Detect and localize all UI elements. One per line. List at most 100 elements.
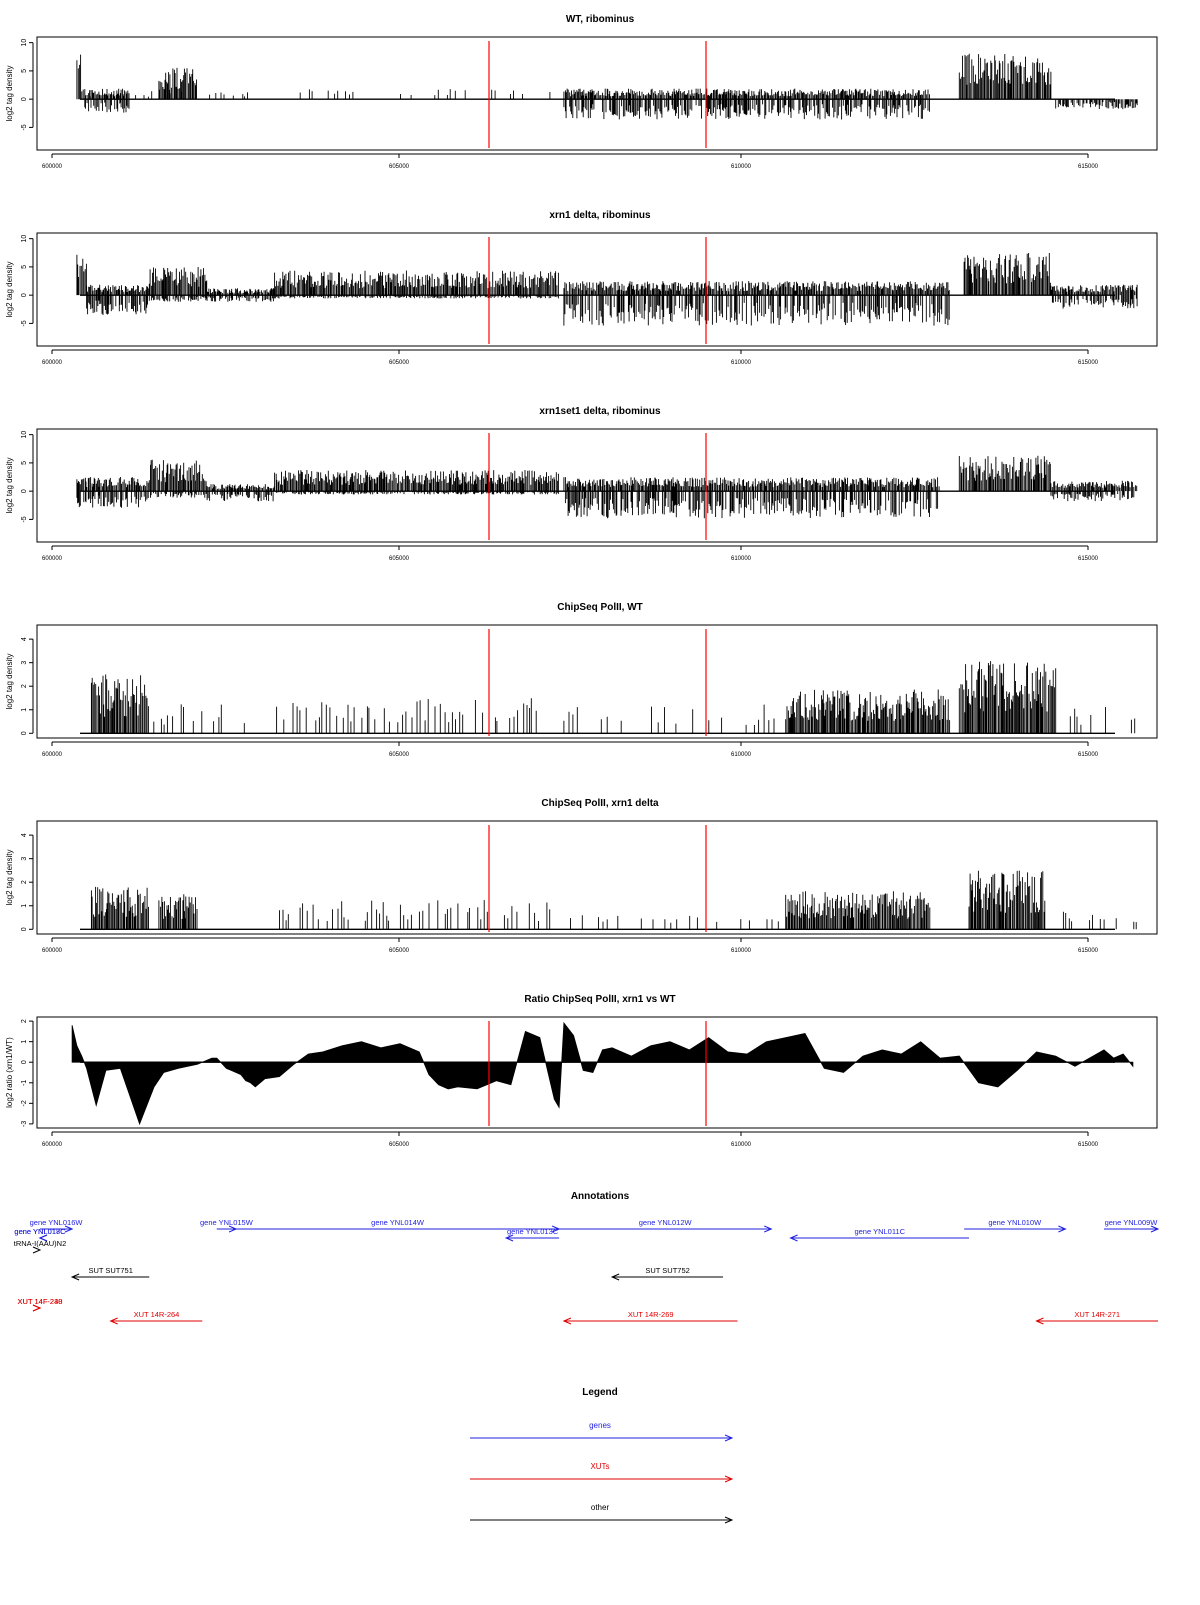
x-axis: 600000 605000 610000 615000 (42, 741, 1099, 758)
feature-arrowhead (109, 1317, 118, 1325)
y-tick-label: -5 (21, 320, 28, 326)
density-bars-series (90, 661, 1136, 734)
legend-label: XUTs (590, 1462, 609, 1471)
feature-label: SUT SUT751 (88, 1266, 132, 1275)
y-tick-label: -3 (21, 1121, 28, 1127)
y-tick-label: 0 (21, 731, 28, 735)
x-tick-label: 605000 (389, 556, 410, 562)
annotations-title: Annotations (571, 1191, 630, 1202)
panel-title: WT, ribominus (566, 14, 635, 25)
feature-arrowhead (70, 1273, 80, 1281)
y-tick-label: 5 (21, 461, 28, 465)
feature-arrowhead (1035, 1317, 1044, 1325)
feature-arrowhead (64, 1225, 74, 1233)
annotation-feature: SUT SUT752 (610, 1266, 724, 1281)
y-tick-label: 10 (21, 235, 28, 243)
y-axis: -5 0 5 10 (21, 431, 34, 523)
y-tick-label: 5 (21, 265, 28, 269)
feature-arrowhead (1150, 1225, 1160, 1233)
plot-frame (36, 232, 1158, 347)
annotation-feature: XUT 14R-264 (109, 1310, 203, 1325)
panel-title: Ratio ChipSeq PolII, xrn1 vs WT (524, 994, 675, 1005)
feature-label: XUT 14F-238 (18, 1297, 63, 1306)
y-axis: -5 0 5 10 (21, 235, 34, 327)
feature-label: XUT 14R-271 (1074, 1310, 1120, 1319)
x-tick-label: 615000 (1078, 164, 1099, 170)
x-tick-label: 600000 (42, 360, 63, 366)
x-tick-label: 605000 (389, 164, 410, 170)
x-tick-label: 610000 (731, 556, 752, 562)
y-axis: 0 1 2 3 4 (21, 637, 34, 735)
y-tick-label: 5 (21, 69, 28, 73)
y-tick-label: 10 (21, 39, 28, 47)
legend-title: Legend (582, 1387, 618, 1398)
x-tick-label: 615000 (1078, 948, 1099, 954)
x-tick-label: 610000 (731, 1142, 752, 1148)
annotation-feature: tRNA-I(AAU)N2 (14, 1239, 66, 1254)
ratio-area-series (71, 1021, 1134, 1126)
annotation-feature: gene YNL017C (14, 1227, 66, 1242)
y-axis: -5 0 5 10 (21, 39, 34, 131)
legend-arrowhead (724, 1434, 734, 1442)
feature-label: gene YNL018C (14, 1227, 66, 1236)
y-tick-label: -5 (21, 124, 28, 130)
feature-arrowhead (562, 1317, 572, 1325)
x-axis: 600000 605000 610000 615000 (42, 349, 1099, 366)
panel-title: xrn1 delta, ribominus (549, 210, 651, 221)
plot-frame (36, 1016, 1158, 1129)
feature-label: XUT 14R-264 (134, 1310, 180, 1319)
feature-label: XUT 14R-269 (628, 1310, 674, 1319)
y-tick-label: 0 (21, 97, 28, 101)
x-axis: 600000 605000 610000 615000 (42, 153, 1099, 170)
y-tick-label: 1 (21, 708, 28, 712)
x-tick-label: 600000 (42, 1142, 63, 1148)
density-bars-series (76, 53, 1138, 120)
feature-label: XUT 14F-240 (18, 1297, 63, 1306)
feature-arrowhead (504, 1234, 514, 1242)
y-axis: -3 -2 -1 0 1 2 (21, 1019, 34, 1127)
y-axis-label: log2 tag density (5, 261, 14, 317)
panel-title: ChipSeq PolII, WT (557, 602, 643, 613)
y-tick-label: 3 (21, 857, 28, 861)
y-tick-label: 1 (21, 904, 28, 908)
x-tick-label: 605000 (389, 360, 410, 366)
x-tick-label: 600000 (42, 556, 63, 562)
feature-arrowhead (789, 1234, 798, 1242)
annotation-feature: gene YNL013C (504, 1227, 560, 1242)
feature-arrowhead (38, 1234, 48, 1242)
x-tick-label: 600000 (42, 164, 63, 170)
panel-2: xrn1 delta, ribominus log2 tag density -5 0… (5, 210, 1158, 366)
feature-label: gene YNL017C (14, 1227, 66, 1236)
feature-arrowhead (1058, 1225, 1067, 1233)
y-axis-label: log2 tag density (5, 653, 14, 709)
y-tick-label: 10 (21, 431, 28, 439)
legend-item: XUTs (470, 1462, 734, 1483)
density-bars-series (76, 455, 1138, 519)
plot-frame (36, 624, 1158, 739)
y-tick-label: 3 (21, 661, 28, 665)
x-tick-label: 600000 (42, 948, 63, 954)
panel-title: xrn1set1 delta, ribominus (539, 406, 661, 417)
annotation-feature: gene YNL011C (789, 1227, 969, 1242)
feature-label: gene YNL013C (507, 1227, 559, 1236)
x-tick-label: 610000 (731, 948, 752, 954)
annotation-feature: gene YNL015W (200, 1218, 254, 1233)
y-tick-label: 4 (21, 637, 28, 641)
annotation-feature: XUT 14R-269 (562, 1310, 738, 1325)
x-tick-label: 605000 (389, 752, 410, 758)
legend: Legend genes XUTs other (470, 1387, 734, 1524)
annotation-feature: gene YNL010W (964, 1218, 1067, 1233)
y-tick-label: -5 (21, 516, 28, 522)
y-tick-label: 2 (21, 684, 28, 688)
legend-arrowhead (724, 1516, 734, 1524)
y-tick-label: 0 (21, 927, 28, 931)
density-bars-series (90, 870, 1137, 930)
x-axis: 600000 605000 610000 615000 (42, 545, 1099, 562)
x-axis: 600000 605000 610000 615000 (42, 937, 1099, 954)
feature-label: gene YNL016W (30, 1218, 84, 1227)
legend-label: genes (589, 1421, 611, 1430)
legend-arrowhead (724, 1475, 734, 1483)
panel-3: xrn1set1 delta, ribominus log2 tag densit… (5, 406, 1158, 562)
